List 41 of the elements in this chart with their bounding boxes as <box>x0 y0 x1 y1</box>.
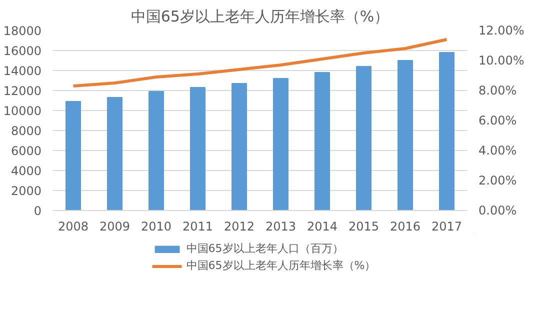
x-tick-label: 2017 <box>431 220 462 234</box>
line-series <box>72 38 448 88</box>
y-tick-label: 14000 <box>3 64 42 78</box>
bar <box>148 91 164 210</box>
x-tick-label: 2016 <box>390 220 421 234</box>
bar <box>314 72 330 210</box>
y-tick-label: 2000 <box>10 184 42 198</box>
bar <box>106 97 123 210</box>
y-tick-label: 0 <box>34 204 42 218</box>
bar <box>231 83 248 210</box>
x-tick-label: 2012 <box>224 220 255 234</box>
y-tick-label: 6000 <box>10 144 42 158</box>
x-tick-label: 2009 <box>99 220 130 234</box>
bar <box>438 52 455 210</box>
y2-tick-label: 12.00% <box>478 24 524 38</box>
bar <box>65 101 82 210</box>
bar <box>356 66 372 210</box>
legend-label: 中国65岁以上老年人历年增长率（%） <box>186 258 376 273</box>
y2-tick-label: 6.00% <box>478 114 517 128</box>
y-tick-label: 12000 <box>3 84 42 98</box>
y-tick-label: 10000 <box>3 104 42 118</box>
legend-label: 中国65岁以上老年人口（百万） <box>186 241 344 256</box>
chart-title: 中国65岁以上老年人历年增长率（%） <box>130 8 390 26</box>
x-tick-label: 2008 <box>58 220 89 234</box>
y2-tick-label: 8.00% <box>478 84 517 98</box>
x-tick-label: 2014 <box>306 220 338 234</box>
x-tick-label: 2013 <box>265 220 296 234</box>
x-tick-label: 2015 <box>348 220 380 234</box>
y2-tick-label: 0.00% <box>478 204 517 218</box>
x-tick-label: 2010 <box>140 220 172 234</box>
y2-tick-label: 10.00% <box>478 54 524 68</box>
x-tick-label: 2011 <box>182 220 214 234</box>
y-tick-label: 16000 <box>3 44 42 58</box>
y2-tick-label: 4.00% <box>478 144 517 158</box>
y2-tick-label: 2.00% <box>478 174 517 188</box>
bar <box>272 78 289 210</box>
bar <box>397 60 414 210</box>
y-tick-label: 4000 <box>10 164 42 178</box>
y-tick-label: 18000 <box>3 24 42 38</box>
bar <box>190 87 206 210</box>
y-tick-label: 8000 <box>10 124 42 138</box>
